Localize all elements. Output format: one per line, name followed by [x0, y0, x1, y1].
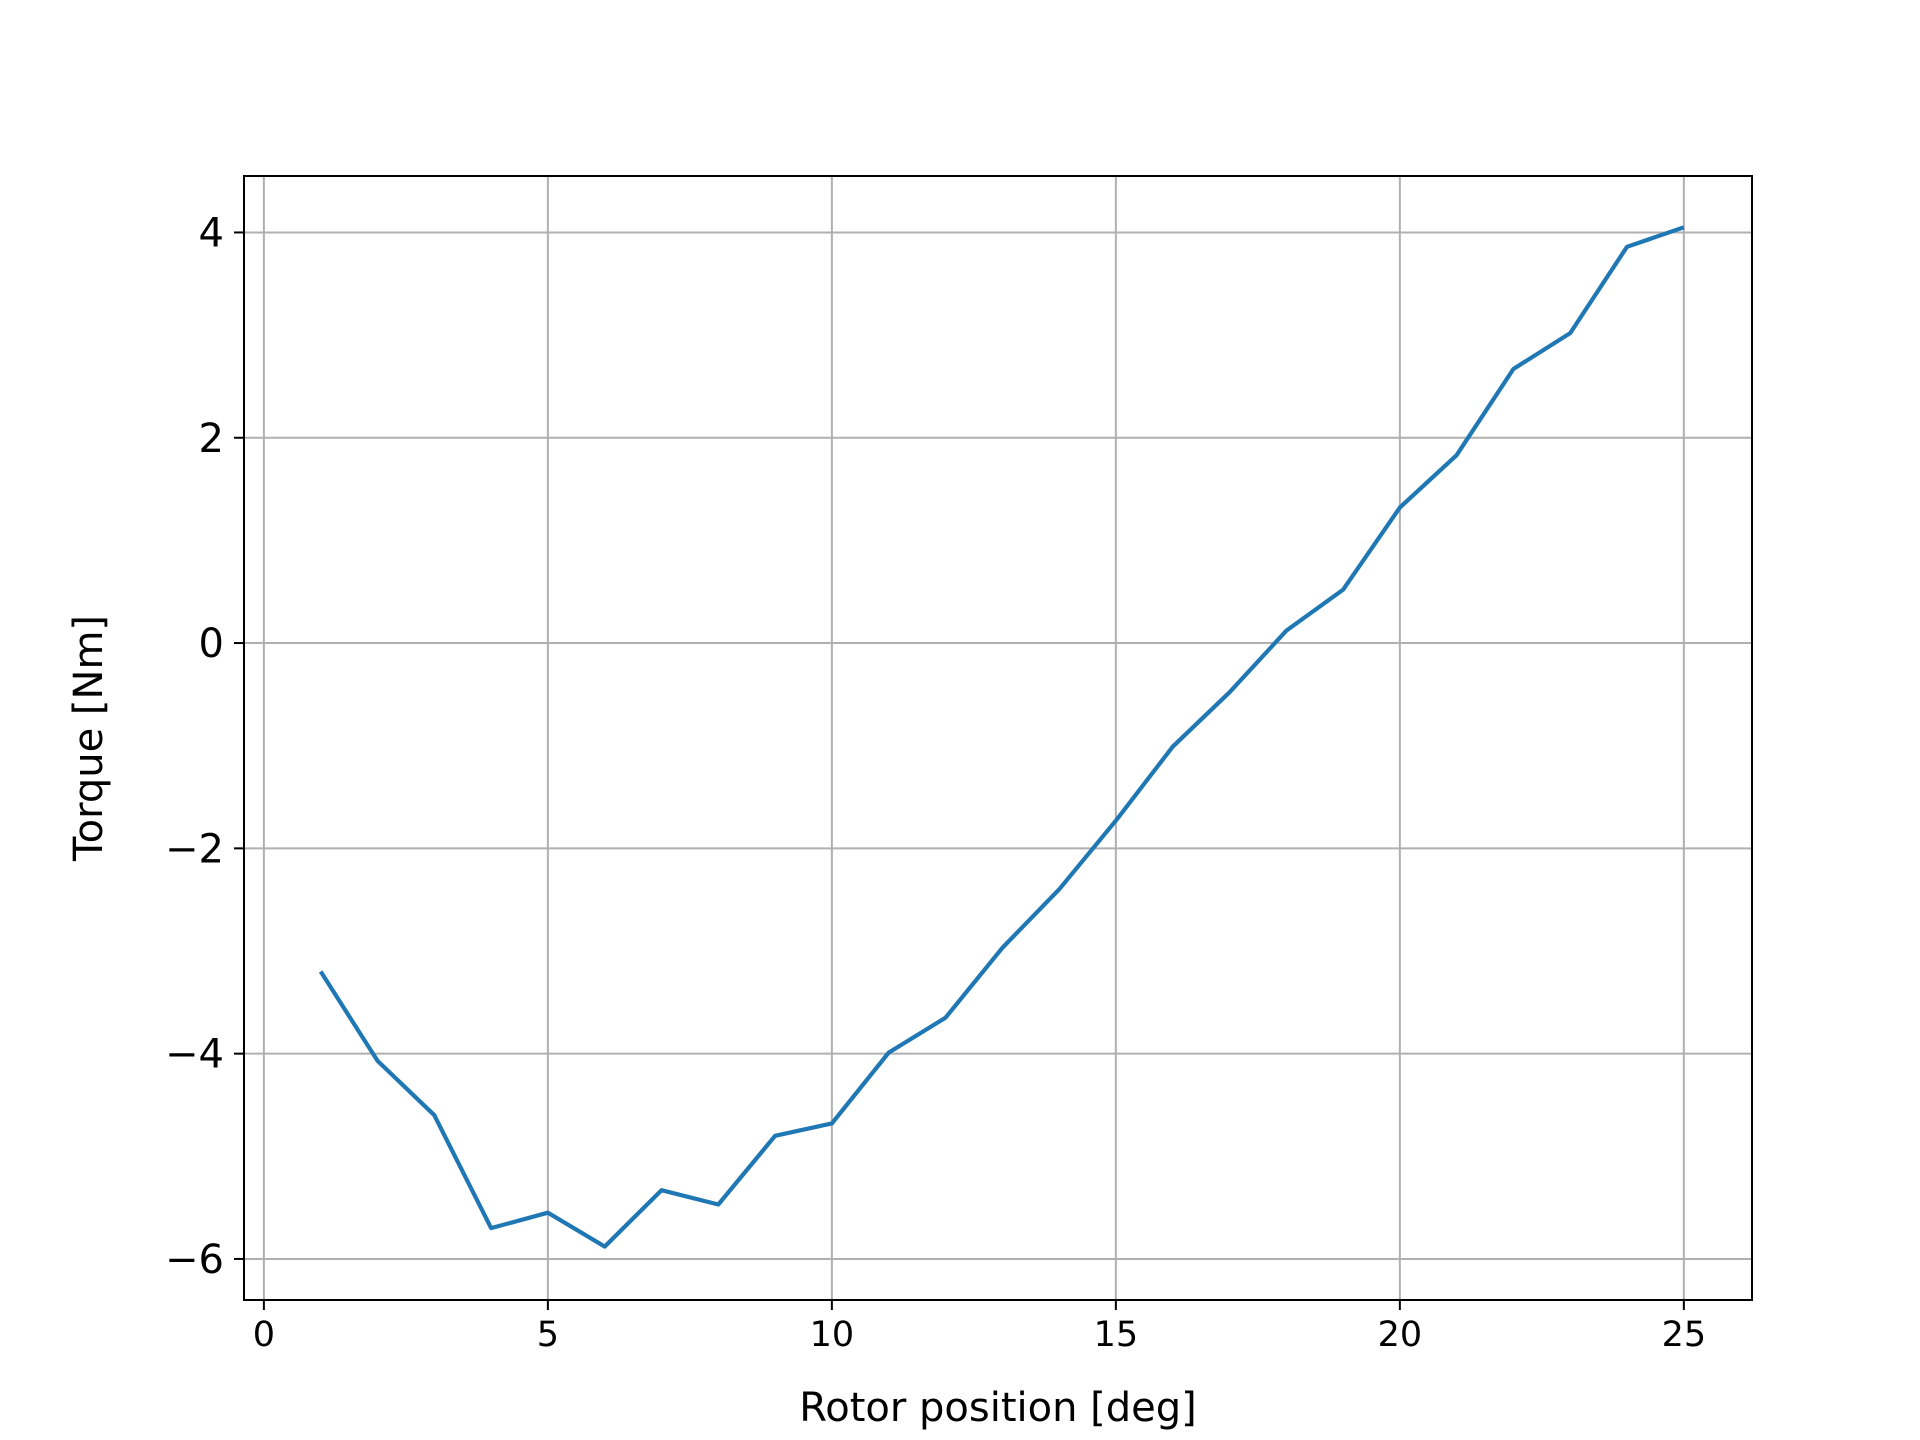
plot-frame [243, 175, 1753, 1301]
data-point [546, 1211, 550, 1215]
ticks: 0 5 10 15 20 25 −6 −4 −2 0 2 4 [165, 210, 1706, 1355]
data-point [1000, 946, 1004, 950]
data-point [432, 1113, 436, 1117]
x-axis-title: Rotor position [deg] [799, 1385, 1197, 1431]
data-point [1455, 453, 1459, 457]
data-point [1625, 245, 1629, 249]
data-point [943, 1016, 947, 1020]
data-point [773, 1134, 777, 1138]
x-tick-label: 10 [810, 1315, 855, 1355]
y-tick-label: 0 [199, 621, 224, 667]
data-point [887, 1051, 891, 1055]
x-tick-label: 25 [1662, 1315, 1707, 1355]
x-tick-label: 5 [537, 1315, 559, 1355]
grid [244, 176, 1752, 1300]
data-point [1511, 367, 1515, 371]
data-point [716, 1203, 720, 1207]
y-tick-label: −4 [165, 1032, 224, 1078]
data-point [319, 970, 323, 974]
data-point [1682, 225, 1686, 229]
x-tick-label: 20 [1378, 1315, 1423, 1355]
series-line-torque [318, 225, 1685, 1249]
data-point [1057, 887, 1061, 891]
data-point [1114, 819, 1118, 823]
y-tick-label: −2 [165, 826, 224, 872]
data-point [375, 1059, 379, 1063]
data-point [659, 1188, 663, 1192]
data-point [1284, 629, 1288, 633]
y-tick-label: 4 [199, 210, 224, 256]
data-point [489, 1226, 493, 1230]
data-point [830, 1121, 834, 1125]
data-point [1341, 588, 1345, 592]
y-axis-title: Torque [Nm] [66, 615, 112, 862]
data-point [1398, 506, 1402, 510]
y-tick-label: 2 [199, 416, 224, 462]
data-point [603, 1245, 607, 1249]
data-point [1568, 331, 1572, 335]
series-layer [318, 225, 1686, 1249]
x-tick-label: 15 [1094, 1315, 1139, 1355]
x-tick-label: 0 [253, 1315, 275, 1355]
data-point [1171, 745, 1175, 749]
y-tick-label: −6 [165, 1237, 224, 1283]
data-point [1227, 690, 1231, 694]
